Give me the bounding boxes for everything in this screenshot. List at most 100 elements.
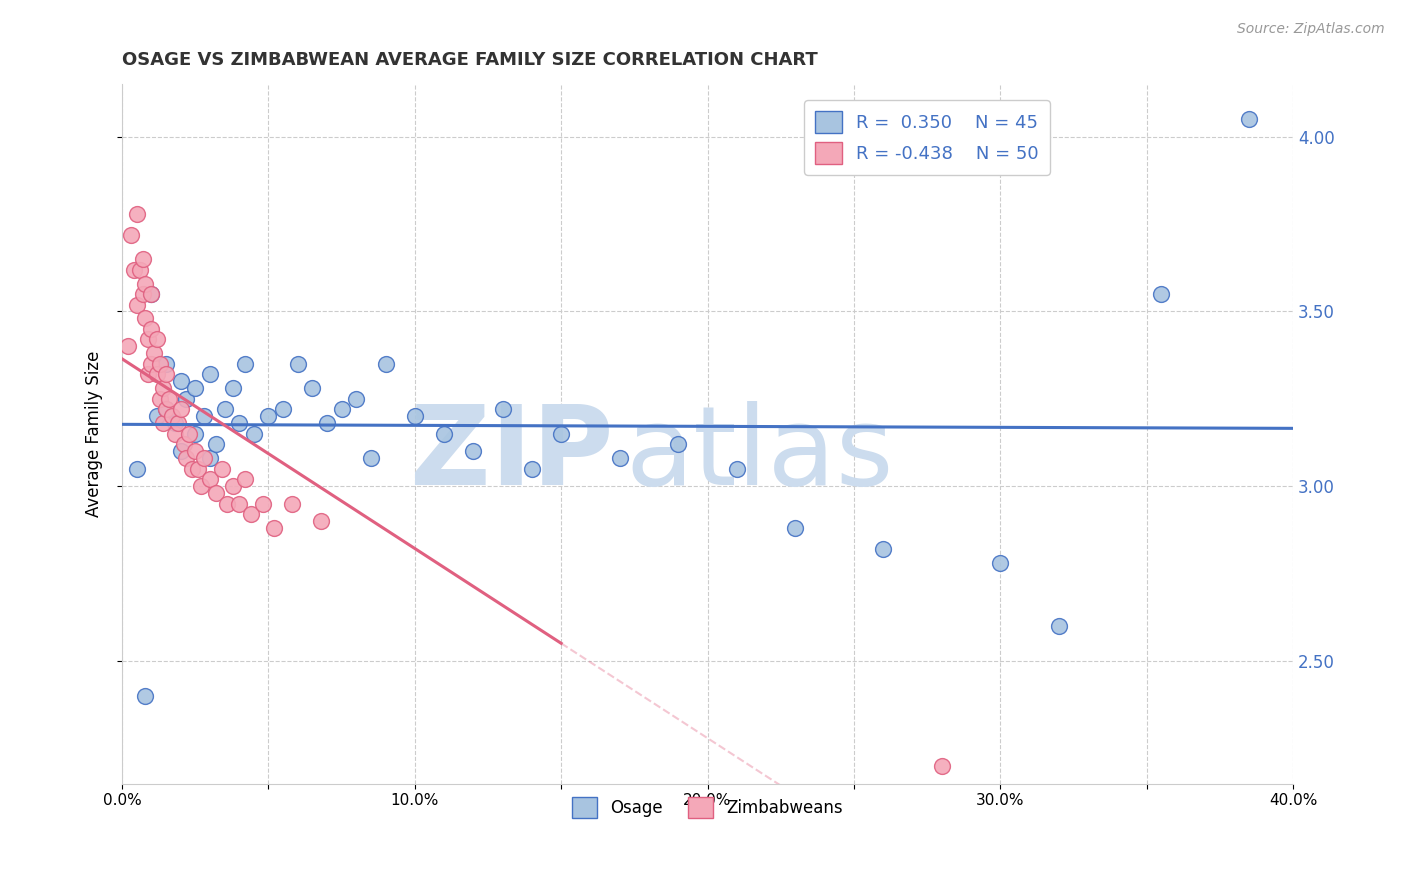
Point [198,368,221,382]
Point [211,462,233,476]
Point [463,444,485,458]
Point [374,357,396,371]
Point [193,451,215,466]
Point [169,375,191,389]
Point [233,357,256,371]
Point [181,462,204,476]
Point [344,392,367,406]
Point [141,322,163,336]
Point [152,381,174,395]
Point [204,437,226,451]
Point [149,357,172,371]
Point [252,497,274,511]
Point [117,339,139,353]
Point [141,287,163,301]
Point [155,368,177,382]
Point [222,381,245,395]
Point [316,417,339,431]
Point [176,392,198,406]
Point [157,392,180,406]
Point [1047,619,1070,633]
Point [666,437,689,451]
Point [169,444,191,458]
Point [433,426,456,441]
Point [141,287,163,301]
Point [609,451,631,466]
Point [163,426,186,441]
Point [184,426,207,441]
Point [125,462,148,476]
Point [125,297,148,311]
Point [179,426,201,441]
Point [214,402,236,417]
Point [725,462,748,476]
Point [204,486,226,500]
Point [141,357,163,371]
Point [872,542,894,557]
Point [190,479,212,493]
Point [301,381,323,395]
Point [134,690,156,704]
Point [243,426,266,441]
Point [491,402,513,417]
Text: OSAGE VS ZIMBABWEAN AVERAGE FAMILY SIZE CORRELATION CHART: OSAGE VS ZIMBABWEAN AVERAGE FAMILY SIZE … [122,51,818,69]
Point [281,497,304,511]
Point [239,508,262,522]
Point [169,402,191,417]
Point [146,333,169,347]
Point [520,462,543,476]
Point [263,521,285,535]
Point [138,368,160,382]
Point [287,357,309,371]
Point [217,497,239,511]
Point [176,451,198,466]
Point [163,417,186,431]
Point [228,417,250,431]
Point [198,451,221,466]
Point [184,444,207,458]
Point [222,479,245,493]
Point [184,381,207,395]
Point [309,515,332,529]
Legend: Osage, Zimbabweans: Osage, Zimbabweans [565,790,849,824]
Point [330,402,353,417]
Point [257,409,280,424]
Point [131,287,153,301]
Point [120,227,142,242]
Text: Source: ZipAtlas.com: Source: ZipAtlas.com [1237,22,1385,37]
Point [155,402,177,417]
Point [134,311,156,326]
Point [131,252,153,266]
Point [550,426,572,441]
Point [187,462,209,476]
Point [146,409,169,424]
Point [360,451,382,466]
Point [143,346,166,360]
Point [404,409,426,424]
Point [155,357,177,371]
Text: ZIP: ZIP [411,401,614,508]
Point [134,277,156,291]
Point [122,262,145,277]
Point [138,333,160,347]
Point [198,472,221,486]
Point [988,557,1011,571]
Point [233,472,256,486]
Point [146,368,169,382]
Point [166,417,188,431]
Point [160,409,183,424]
Text: atlas: atlas [626,401,894,508]
Point [1150,287,1173,301]
Y-axis label: Average Family Size: Average Family Size [86,351,103,517]
Point [785,521,807,535]
Point [152,417,174,431]
Point [193,409,215,424]
Point [125,206,148,220]
Point [149,392,172,406]
Point [155,402,177,417]
Point [271,402,294,417]
Point [128,262,150,277]
Point [1237,112,1260,127]
Point [228,497,250,511]
Point [931,759,953,773]
